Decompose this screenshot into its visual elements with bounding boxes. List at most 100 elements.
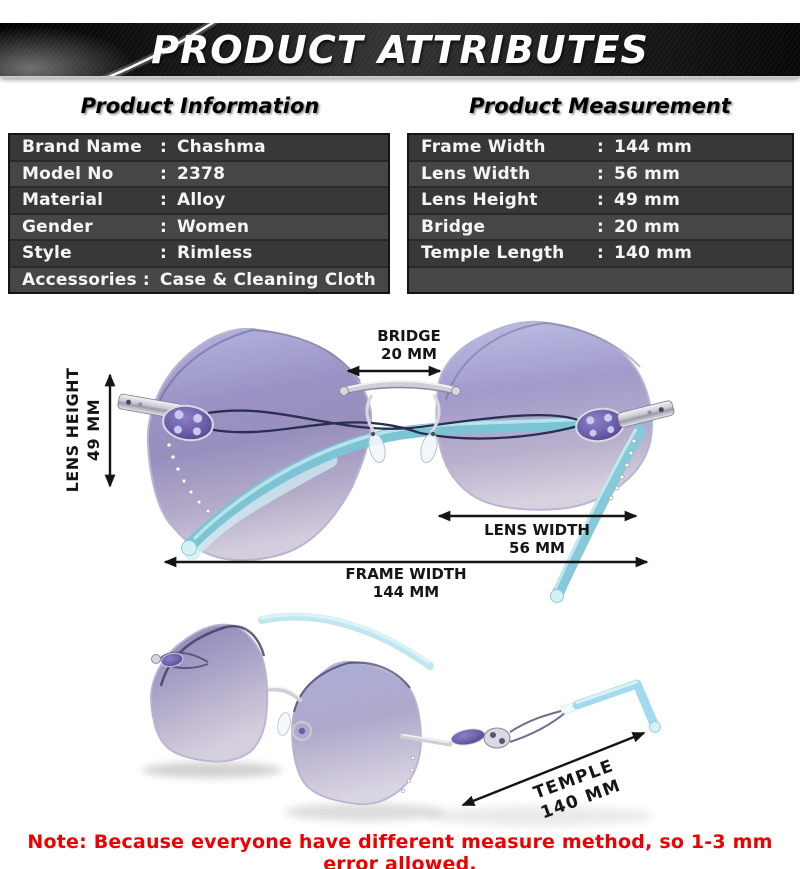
ornament-cutout — [173, 425, 182, 434]
hinge-screw — [647, 410, 652, 415]
bridge-end-cap — [339, 386, 349, 396]
nose-pad-arm — [365, 394, 377, 434]
row-value: 140 mm — [614, 243, 693, 264]
temple-ornament-disc — [483, 727, 511, 749]
table-row: Lens Height : 49 mm — [409, 186, 792, 213]
nose-pad-arm — [429, 394, 441, 434]
near-lens — [150, 623, 269, 763]
right-hinge-bar — [617, 400, 675, 428]
temple-blue-band — [572, 679, 642, 710]
row-separator: : — [160, 216, 167, 237]
row-label: Gender — [22, 216, 93, 237]
bridge-bar-highlight — [345, 380, 455, 389]
annotation-line: LENS HEIGHT — [63, 367, 82, 493]
row-separator: : — [597, 190, 604, 211]
hinge-screw — [138, 402, 143, 407]
row-label: Bridge — [421, 216, 486, 237]
sunglasses-front-view — [104, 320, 675, 603]
annotation-line: LENS WIDTH — [484, 521, 590, 539]
row-separator: : — [597, 137, 604, 158]
row-value: 49 mm — [614, 190, 681, 211]
far-lens-rim — [292, 661, 411, 713]
ornament-cutout — [607, 426, 615, 434]
temple-blue-band — [632, 679, 659, 729]
product-measurement-table: Frame Width : 144 mm Lens Width : 56 mm … — [407, 133, 794, 294]
row-label: Style — [22, 243, 72, 264]
row-label: Model No — [22, 163, 114, 184]
row-value: 56 mm — [614, 163, 681, 184]
header-banner: PRODUCT ATTRIBUTES — [0, 23, 800, 78]
table-row: Model No : 2378 — [10, 159, 388, 186]
annotation-line: 144 MM — [372, 583, 440, 601]
temple-arrow — [461, 731, 646, 807]
row-value: Women — [177, 216, 250, 237]
row-separator: : — [597, 243, 604, 264]
right-hinge-bar — [399, 733, 453, 747]
row-value: Case & Cleaning Cloth — [159, 269, 376, 290]
far-lens-rhinestones — [400, 755, 416, 794]
right-hinge-bar-highlight — [401, 733, 450, 744]
table-row: Material : Alloy — [10, 186, 388, 213]
row-separator: : — [160, 243, 167, 264]
table-row: Brand Name : Chashma — [10, 135, 388, 160]
error-note: Note: Because everyone have different me… — [27, 831, 773, 869]
left-lens-rim — [153, 328, 361, 416]
nose-pad-screw — [298, 727, 306, 735]
upper-temple-band-highlight — [260, 613, 430, 664]
table-row: Accessories : Case & Cleaning Cloth — [10, 265, 388, 292]
bridge-bar-shade — [343, 386, 457, 395]
left-lens-rhinestones — [166, 442, 211, 514]
sunglasses-angled-view — [142, 612, 661, 826]
row-separator: : — [142, 269, 150, 290]
temple-tip-end — [649, 721, 661, 733]
row-separator: : — [160, 163, 167, 184]
right-lens-rim — [445, 321, 641, 401]
product-information-table: Brand Name : Chashma Model No : 2378 Mat… — [8, 133, 390, 294]
temple-tip-strip-short-highlight — [553, 428, 638, 590]
row-value: 20 mm — [614, 216, 681, 237]
row-label: Temple Length — [421, 243, 565, 264]
bridge-annotation: BRIDGE 20 MM — [349, 327, 469, 363]
annotation-line: 56 MM — [509, 539, 565, 557]
temple-blue-band-highlight — [575, 680, 638, 704]
left-ornament — [160, 652, 184, 668]
lens-height-annotation: LENS HEIGHT 49 MM — [62, 335, 106, 525]
section-title-measurement: Product Measurement — [469, 94, 731, 118]
temple-wire — [509, 709, 566, 733]
row-value: Rimless — [177, 243, 253, 264]
row-value: Chashma — [177, 137, 266, 158]
frame-width-annotation: FRAME WIDTH 144 MM — [306, 565, 506, 601]
row-label: Accessories — [22, 269, 137, 290]
row-label: Brand Name — [22, 137, 142, 158]
temple-wire — [207, 409, 579, 430]
nose-pad — [277, 712, 291, 736]
bridge-end-cap — [451, 386, 461, 396]
temple-tip-end — [181, 540, 197, 556]
row-value: Alloy — [177, 190, 226, 211]
temple-tip-strip-short — [552, 425, 646, 599]
row-separator: : — [597, 216, 604, 237]
ornament-cutout — [604, 413, 613, 422]
hinge-screw — [658, 407, 664, 413]
table-row: Style : Rimless — [10, 239, 388, 266]
hinge-screw — [126, 399, 132, 405]
nose-pad-screw — [430, 431, 436, 437]
row-label: Frame Width — [421, 137, 546, 158]
shadow — [142, 762, 282, 778]
ornament-cutout — [192, 427, 201, 436]
shadow — [285, 803, 445, 821]
row-separator: : — [160, 137, 167, 158]
right-lens-rhinestones — [608, 438, 637, 501]
upper-temple-band — [258, 612, 434, 670]
ornament-cutout — [586, 416, 595, 425]
row-label: Lens Height — [421, 190, 538, 211]
ornament-cutout — [193, 413, 203, 423]
ornament-cutout — [490, 732, 496, 738]
section-title-information: Product Information — [80, 94, 320, 118]
row-separator: : — [160, 190, 167, 211]
ornament-cutout — [589, 429, 597, 437]
page-title: PRODUCT ATTRIBUTES — [151, 27, 649, 72]
row-separator: : — [597, 163, 604, 184]
nose-pad-wire-loop — [291, 720, 313, 742]
